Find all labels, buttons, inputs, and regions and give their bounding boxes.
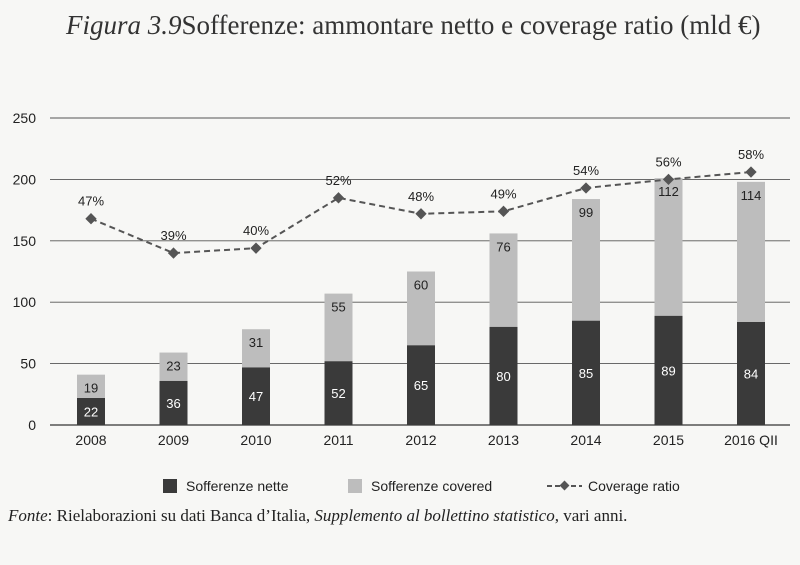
label-sofferenze-covered: 55 bbox=[331, 300, 345, 315]
bar-sofferenze-nette bbox=[77, 397, 105, 425]
coverage-ratio-label: 39% bbox=[160, 228, 186, 243]
coverage-ratio-point bbox=[250, 242, 262, 254]
legend-label-nette: Sofferenze nette bbox=[186, 478, 289, 494]
coverage-ratio-point bbox=[745, 166, 757, 178]
coverage-ratio-point bbox=[85, 213, 97, 225]
label-sofferenze-covered: 112 bbox=[658, 184, 679, 199]
coverage-ratio-point bbox=[167, 247, 180, 259]
coverage-ratio-point bbox=[332, 192, 345, 204]
x-tick-label: 2015 bbox=[653, 432, 684, 448]
y-tick-label: 200 bbox=[13, 171, 37, 187]
label-sofferenze-nette: 85 bbox=[579, 366, 593, 381]
coverage-ratio-label: 48% bbox=[408, 189, 434, 204]
legend-swatch-nette bbox=[163, 479, 177, 493]
label-sofferenze-covered: 76 bbox=[496, 239, 510, 254]
y-tick-label: 100 bbox=[13, 294, 37, 310]
bar-sofferenze-nette bbox=[159, 380, 188, 425]
coverage-ratio-label: 56% bbox=[655, 154, 681, 169]
label-sofferenze-covered: 60 bbox=[414, 278, 428, 293]
bar-sofferenze-covered bbox=[737, 181, 765, 322]
x-tick-label: 2013 bbox=[488, 432, 519, 448]
source-text-before: : Rielaborazioni su dati Banca d’Italia, bbox=[47, 506, 315, 525]
x-tick-label: 2009 bbox=[158, 432, 189, 448]
title-text: Sofferenze: ammontare netto e coverage r… bbox=[181, 10, 761, 40]
y-tick-label: 50 bbox=[20, 356, 36, 372]
chart-title: Figura 3.9Sofferenze: ammontare netto e … bbox=[66, 6, 766, 44]
label-sofferenze-nette: 65 bbox=[414, 378, 428, 393]
bar-sofferenze-covered bbox=[407, 271, 435, 346]
chart: 0 50 100 150 200 250 22 19 2008 36 23 2009 47 31 2010 5… bbox=[13, 110, 790, 494]
coverage-ratio-point bbox=[580, 182, 592, 194]
label-sofferenze-covered: 23 bbox=[166, 359, 180, 374]
coverage-ratio-label: 52% bbox=[325, 173, 351, 188]
label-sofferenze-nette: 89 bbox=[661, 363, 675, 378]
bar-sofferenze-nette bbox=[242, 367, 270, 425]
coverage-ratio-label: 58% bbox=[738, 147, 764, 162]
x-tick-label: 2011 bbox=[323, 432, 353, 448]
x-tick-label: 2016 QII bbox=[724, 432, 778, 448]
source-publication: Supplemento al bollettino statistico bbox=[314, 506, 555, 525]
bar-sofferenze-covered bbox=[654, 178, 683, 316]
coverage-ratio-label: 47% bbox=[78, 194, 104, 209]
label-sofferenze-nette: 47 bbox=[249, 389, 263, 404]
label-sofferenze-nette: 84 bbox=[744, 366, 758, 381]
label-sofferenze-nette: 52 bbox=[331, 386, 345, 401]
legend-swatch-covered bbox=[348, 479, 362, 493]
y-tick-label: 250 bbox=[13, 110, 37, 126]
bar-sofferenze-nette bbox=[407, 345, 435, 425]
source-text-after: , vari anni. bbox=[554, 506, 628, 525]
y-tick-label: 0 bbox=[28, 417, 36, 433]
bar-sofferenze-covered bbox=[242, 329, 270, 368]
bar-sofferenze-covered bbox=[489, 233, 518, 327]
legend-label-covered: Sofferenze covered bbox=[371, 478, 492, 494]
bar-sofferenze-covered bbox=[572, 199, 600, 321]
label-sofferenze-covered: 19 bbox=[84, 381, 98, 396]
coverage-ratio-point bbox=[497, 205, 510, 217]
coverage-ratio-label: 49% bbox=[490, 186, 516, 201]
source-note: Fonte: Rielaborazioni su dati Banca d’It… bbox=[8, 504, 788, 528]
label-sofferenze-nette: 22 bbox=[84, 404, 98, 419]
legend-swatch-marker bbox=[559, 480, 570, 491]
bar-sofferenze-nette bbox=[324, 361, 353, 425]
bar-sofferenze-nette bbox=[489, 326, 518, 425]
bar-sofferenze-covered bbox=[77, 374, 105, 398]
x-tick-label: 2014 bbox=[570, 432, 601, 448]
label-sofferenze-covered: 114 bbox=[741, 188, 762, 203]
x-tick-label: 2008 bbox=[75, 432, 106, 448]
label-sofferenze-nette: 36 bbox=[166, 396, 180, 411]
coverage-ratio-point bbox=[415, 208, 427, 220]
legend-label-line: Coverage ratio bbox=[588, 478, 680, 494]
bar-sofferenze-nette bbox=[737, 321, 765, 425]
bar-sofferenze-covered bbox=[324, 293, 353, 362]
figure-label: Figura 3.9 bbox=[66, 10, 182, 40]
bar-sofferenze-covered bbox=[159, 352, 188, 381]
coverage-ratio-label: 40% bbox=[243, 223, 269, 238]
bar-sofferenze-nette bbox=[572, 320, 600, 425]
label-sofferenze-nette: 80 bbox=[496, 369, 510, 384]
label-sofferenze-covered: 31 bbox=[249, 335, 263, 350]
x-tick-label: 2012 bbox=[405, 432, 436, 448]
source-label: Fonte bbox=[8, 506, 48, 525]
y-tick-label: 150 bbox=[13, 233, 37, 249]
bar-sofferenze-nette bbox=[654, 315, 683, 425]
coverage-ratio-point bbox=[662, 173, 675, 186]
coverage-ratio-label: 54% bbox=[573, 163, 599, 178]
x-tick-label: 2010 bbox=[240, 432, 271, 448]
label-sofferenze-covered: 99 bbox=[579, 205, 593, 220]
